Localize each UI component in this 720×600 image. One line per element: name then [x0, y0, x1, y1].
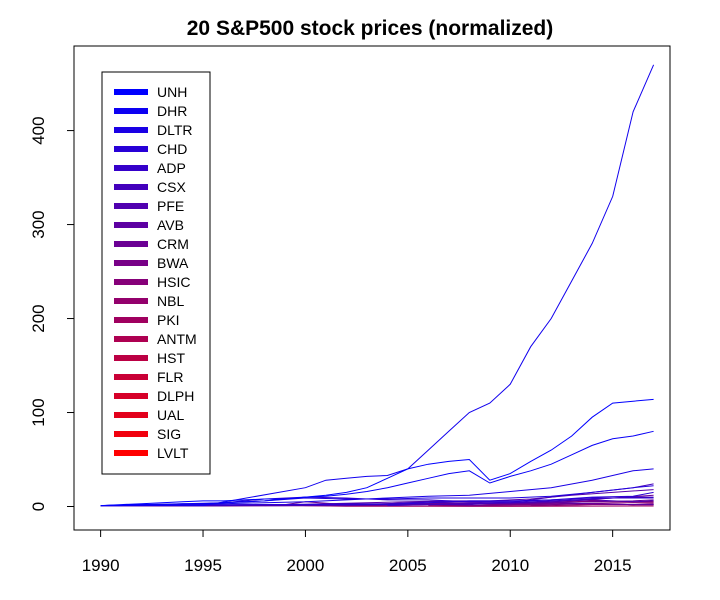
legend-label-unh: UNH	[157, 84, 187, 100]
legend-items: UNH DHR DLTR CHD ADP CSX PFE AVB CRM BWA HSIC NBL PK…	[114, 84, 197, 461]
legend-label-dltr: DLTR	[157, 122, 193, 138]
legend-label-ual: UAL	[157, 407, 184, 423]
legend: UNH DHR DLTR CHD ADP CSX PFE AVB CRM BWA HSIC NBL PK…	[101, 71, 211, 475]
legend-label-dhr: DHR	[157, 103, 187, 119]
legend-label-avb: AVB	[157, 217, 184, 233]
series-line-bwa	[162, 499, 654, 507]
legend-label-csx: CSX	[157, 179, 186, 195]
legend-label-bwa: BWA	[157, 255, 189, 271]
x-tick-label: 2015	[594, 556, 632, 575]
y-tick-label: 200	[29, 304, 48, 332]
legend-label-chd: CHD	[157, 141, 187, 157]
legend-label-pfe: PFE	[157, 198, 184, 214]
legend-label-hst: HST	[157, 350, 185, 366]
y-tick-label: 0	[29, 502, 48, 511]
legend-label-sig: SIG	[157, 426, 181, 442]
legend-label-crm: CRM	[157, 236, 189, 252]
x-tick-label: 1990	[82, 556, 120, 575]
series-layer	[100, 64, 655, 507]
y-tick-label: 400	[29, 116, 48, 144]
series-line-unh	[100, 398, 654, 507]
x-tick-label: 2000	[287, 556, 325, 575]
legend-label-adp: ADP	[157, 160, 186, 176]
legend-label-nbl: NBL	[157, 293, 184, 309]
legend-label-pki: PKI	[157, 312, 180, 328]
x-tick-label: 1995	[184, 556, 222, 575]
series-line-chd	[100, 468, 654, 507]
x-tick-label: 2005	[389, 556, 427, 575]
series-line-dltr	[100, 64, 655, 507]
legend-label-flr: FLR	[157, 369, 183, 385]
legend-label-hsic: HSIC	[157, 274, 190, 290]
legend-label-lvlt: LVLT	[157, 445, 189, 461]
chart-title: 20 S&P500 stock prices (normalized)	[187, 17, 554, 40]
legend-box	[101, 71, 211, 475]
legend-label-dlph: DLPH	[157, 388, 194, 404]
y-axis: 0 100 200 300 400	[29, 116, 75, 511]
legend-label-antm: ANTM	[157, 331, 197, 347]
x-axis: 1990 1995 2000 2005 2010 2015	[82, 529, 632, 575]
series-line-dhr	[100, 430, 654, 507]
x-tick-label: 2010	[491, 556, 529, 575]
y-tick-label: 100	[29, 398, 48, 426]
y-tick-label: 300	[29, 210, 48, 238]
